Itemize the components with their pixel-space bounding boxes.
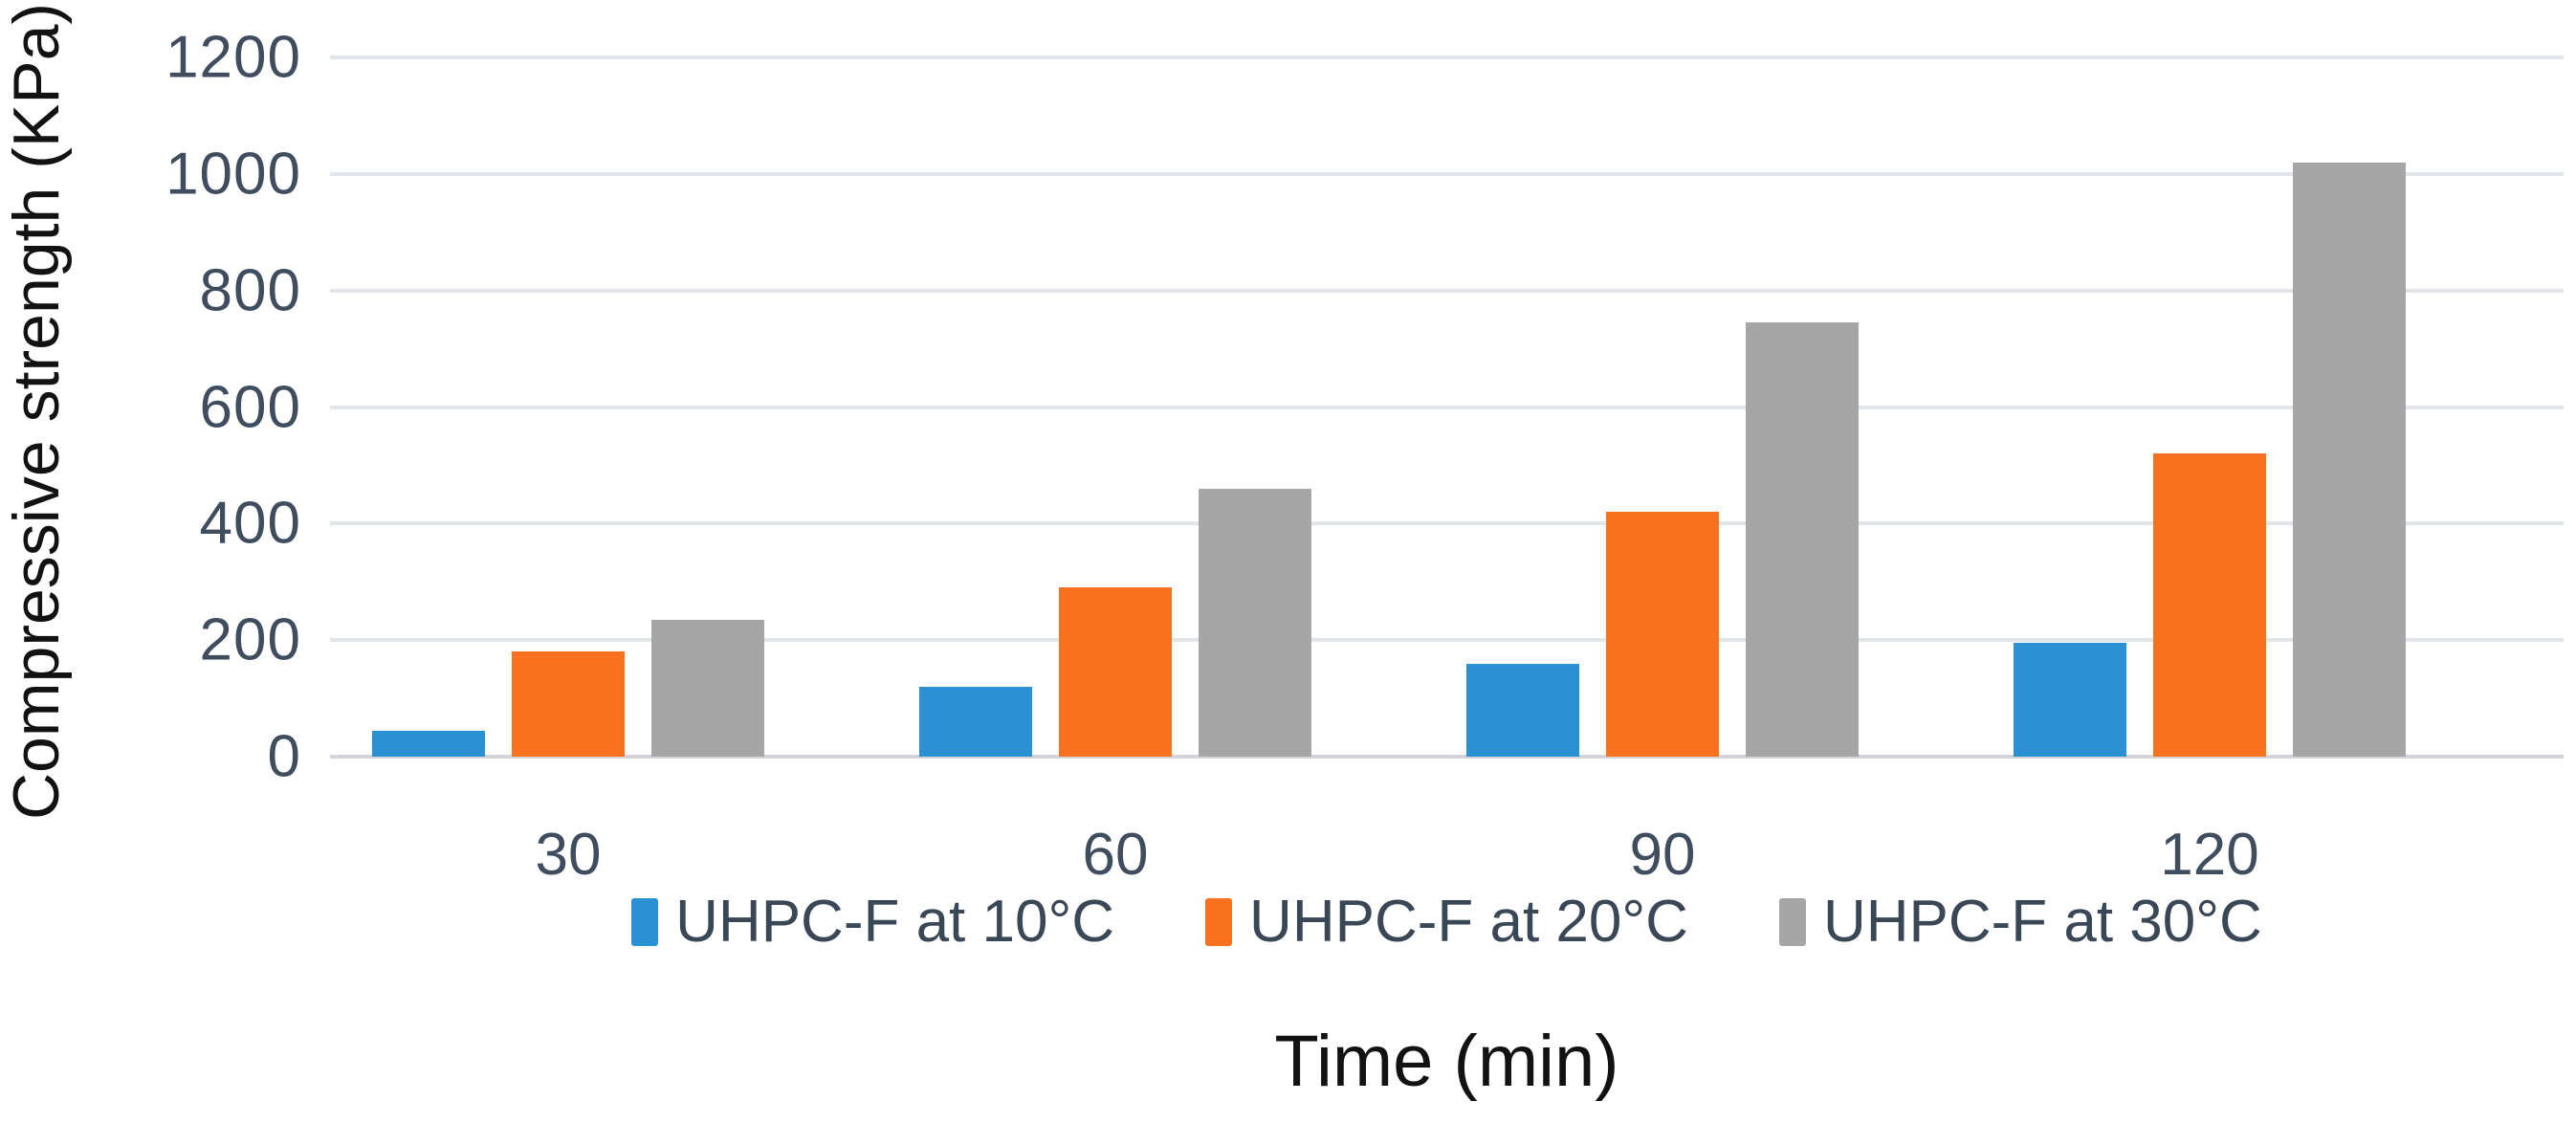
y-tick-label: 0 [267, 723, 301, 790]
gridline [330, 638, 2564, 643]
y-tick-label: 200 [199, 606, 301, 673]
y-tick-label: 800 [199, 257, 301, 324]
legend-label: UHPC-F at 20°C [1249, 889, 1688, 955]
gridline [330, 521, 2564, 526]
gridline [330, 405, 2564, 409]
bar-uhpc-f-at-30°c-30min [651, 619, 764, 757]
plot-area [330, 55, 2564, 759]
bar-uhpc-f-at-30°c-60min [1199, 488, 1311, 757]
gridline [330, 55, 2564, 59]
legend-label: UHPC-F at 30°C [1822, 889, 2262, 955]
bar-uhpc-f-at-30°c-120min [2293, 162, 2406, 757]
bar-uhpc-f-at-10°c-30min [372, 730, 485, 757]
legend: UHPC-F at 10°C UHPC-F at 20°C UHPC-F at 30… [330, 888, 2564, 956]
x-axis-baseline [330, 755, 2564, 759]
bar-uhpc-f-at-10°c-120min [2014, 643, 2126, 757]
gridline [330, 171, 2564, 176]
x-tick-label: 60 [1082, 822, 1149, 888]
y-tick-label: 400 [199, 490, 301, 557]
bar-uhpc-f-at-20°c-60min [1059, 587, 1172, 757]
legend-swatch [1205, 897, 1233, 946]
legend-label: UHPC-F at 10°C [675, 889, 1115, 955]
bar-group-120 [2014, 57, 2406, 757]
y-tick-label: 1000 [165, 141, 301, 208]
gridline [330, 288, 2564, 293]
x-tick-label: 120 [2160, 822, 2259, 888]
x-tick-label: 90 [1629, 822, 1696, 888]
legend-item: UHPC-F at 30°C [1778, 888, 2262, 956]
bar-group-30 [372, 57, 764, 757]
bar-uhpc-f-at-10°c-60min [919, 686, 1032, 757]
bar-uhpc-f-at-20°c-90min [1606, 512, 1719, 757]
bar-uhpc-f-at-10°c-90min [1466, 663, 1579, 757]
bar-uhpc-f-at-20°c-120min [2153, 453, 2266, 757]
x-axis-title: Time (min) [1274, 1021, 1619, 1102]
x-tick-label: 30 [535, 822, 602, 888]
y-tick-label: 600 [199, 374, 301, 440]
legend-swatch [631, 897, 659, 946]
bar-uhpc-f-at-30°c-90min [1746, 322, 1859, 757]
y-tick-label: 1200 [165, 24, 301, 91]
legend-item: UHPC-F at 10°C [631, 888, 1114, 956]
legend-item: UHPC-F at 20°C [1205, 888, 1688, 956]
legend-swatch [1778, 897, 1806, 946]
bar-group-60 [919, 57, 1311, 757]
bar-uhpc-f-at-20°c-30min [512, 651, 625, 757]
bar-group-90 [1466, 57, 1859, 757]
